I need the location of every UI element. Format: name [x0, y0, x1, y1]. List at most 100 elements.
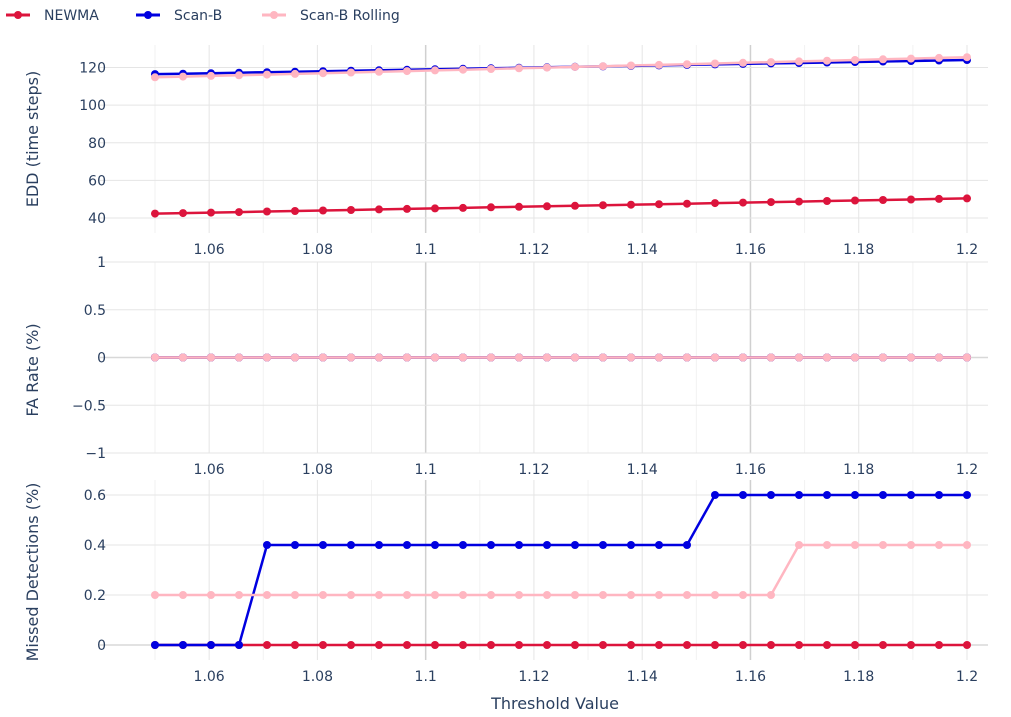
data-point	[151, 591, 159, 599]
data-point	[683, 591, 691, 599]
data-point	[151, 353, 159, 362]
data-point	[375, 541, 383, 549]
data-point	[403, 353, 411, 362]
x-tick-label: 1.14	[627, 462, 658, 478]
data-point	[515, 64, 523, 73]
data-point	[823, 491, 831, 499]
data-point	[823, 353, 831, 362]
data-point	[963, 491, 971, 499]
x-tick-label: 1.12	[518, 462, 549, 478]
data-point	[263, 70, 271, 79]
data-point	[403, 204, 411, 213]
data-point	[375, 353, 383, 362]
data-point	[711, 353, 719, 362]
data-point	[403, 641, 411, 649]
data-point	[235, 71, 243, 80]
data-point	[543, 641, 551, 649]
data-point	[711, 59, 719, 68]
data-point	[263, 541, 271, 549]
data-point	[739, 198, 747, 207]
data-point	[515, 591, 523, 599]
data-point	[291, 353, 299, 362]
data-point	[319, 591, 327, 599]
series-line-scan-b-rolling	[154, 55, 968, 79]
legend[interactable]: NEWMA Scan-B Scan-B Rolling	[6, 8, 400, 24]
y-tick-label: 100	[79, 98, 106, 114]
data-point	[599, 353, 607, 362]
data-point	[179, 72, 187, 81]
data-point	[347, 641, 355, 649]
data-point	[319, 641, 327, 649]
data-point	[963, 353, 971, 362]
x-tick-label: 1.18	[843, 462, 874, 478]
data-point	[739, 353, 747, 362]
data-point	[151, 73, 159, 82]
x-tick-label: 1.16	[735, 669, 766, 685]
data-point	[879, 641, 887, 649]
data-point	[179, 591, 187, 599]
edd-subplot: 1.06 1.08 1.1 1.12 1.14 1.16 1.18 1.2 40 60 80 100 1…	[23, 45, 988, 258]
x-tick-label: 1.08	[302, 242, 333, 258]
series-line-scan-b-rolling	[155, 543, 967, 597]
x-tick-label: 1.1	[415, 462, 437, 478]
data-point	[347, 591, 355, 599]
legend-item-scan-b[interactable]: Scan-B	[136, 8, 222, 24]
y-tick-label: −0.5	[72, 398, 106, 414]
data-point	[431, 641, 439, 649]
data-point	[403, 591, 411, 599]
data-point	[935, 541, 943, 549]
fa-rate-subplot: 1.06 1.08 1.1 1.12 1.14 1.16 1.18 1.2 −1 −0.5 0 0.5…	[23, 255, 988, 478]
data-point	[515, 541, 523, 549]
data-point	[207, 591, 215, 599]
data-point	[515, 641, 523, 649]
data-point	[403, 541, 411, 549]
data-point	[711, 199, 719, 208]
data-point	[795, 197, 803, 206]
data-point	[487, 591, 495, 599]
data-point	[263, 641, 271, 649]
data-point	[207, 353, 215, 362]
data-point	[599, 591, 607, 599]
data-point	[375, 205, 383, 214]
data-point	[459, 541, 467, 549]
y-tick-label: −1	[85, 446, 106, 462]
legend-item-scan-b-rolling[interactable]: Scan-B Rolling	[262, 8, 400, 24]
data-point	[823, 197, 831, 205]
data-point	[935, 353, 943, 362]
series-line-newma	[154, 197, 968, 215]
data-point	[599, 641, 607, 649]
data-point	[935, 641, 943, 649]
data-point	[179, 353, 187, 362]
data-point	[935, 491, 943, 499]
data-point	[235, 641, 243, 649]
data-point	[683, 199, 691, 208]
data-point	[627, 61, 635, 70]
data-point	[907, 541, 915, 549]
x-tick-label: 1.12	[518, 242, 549, 258]
series-line-scan-b	[155, 493, 967, 647]
data-point	[823, 541, 831, 549]
data-point	[263, 591, 271, 599]
data-point	[571, 591, 579, 599]
data-point	[403, 67, 411, 76]
x-tick-label: 1.06	[194, 242, 225, 258]
data-point	[291, 641, 299, 649]
x-tick-label: 1.14	[627, 242, 658, 258]
x-tick-label: 1.06	[194, 462, 225, 478]
x-tick-label: 1.2	[956, 242, 978, 258]
missed-detections-subplot: 1.06 1.08 1.1 1.12 1.14 1.16 1.18 1.2 0 0.2 0.4 0.6…	[23, 480, 988, 685]
data-point	[683, 60, 691, 69]
legend-label: NEWMA	[44, 8, 99, 24]
data-point	[739, 591, 747, 599]
x-tick-label: 1.18	[843, 242, 874, 258]
data-point	[683, 541, 691, 549]
data-point	[599, 541, 607, 549]
data-point	[711, 591, 719, 599]
data-point	[739, 491, 747, 499]
data-point	[683, 353, 691, 362]
legend-item-newma[interactable]: NEWMA	[6, 8, 99, 24]
x-tick-label: 1.14	[627, 669, 658, 685]
data-point	[235, 353, 243, 362]
data-point	[347, 541, 355, 549]
